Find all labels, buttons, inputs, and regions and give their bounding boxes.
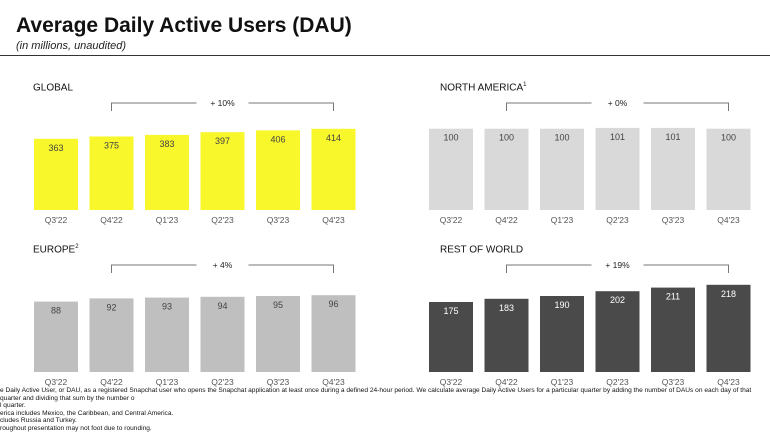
chart-title: GLOBAL — [33, 82, 74, 94]
data-label: 100 — [443, 133, 458, 143]
bar — [429, 302, 473, 372]
x-tick-label: Q4'23 — [717, 215, 740, 225]
growth-bracket — [506, 102, 729, 111]
bar — [34, 301, 78, 372]
data-label: 88 — [51, 306, 61, 316]
x-tick-label: Q3'23 — [662, 215, 685, 225]
x-tick-label: Q4'22 — [100, 377, 123, 387]
footnote: erica includes Mexico, the Caribbean, an… — [0, 409, 174, 417]
chart-title: NORTH AMERICA1 — [440, 82, 527, 94]
bar — [484, 298, 529, 372]
bar — [256, 130, 300, 210]
data-label: 202 — [610, 295, 625, 305]
bar — [484, 128, 529, 210]
growth-label: + 4% — [213, 260, 233, 270]
x-tick-label: Q2'23 — [606, 377, 629, 387]
x-tick-label: Q2'23 — [606, 215, 629, 225]
x-tick-label: Q3'22 — [440, 377, 463, 387]
bar — [145, 297, 189, 372]
x-tick-label: Q3'23 — [662, 377, 685, 387]
data-label: 100 — [554, 133, 569, 143]
x-tick-label: Q3'22 — [440, 215, 463, 225]
x-tick-label: Q3'23 — [267, 377, 290, 387]
bar — [706, 284, 751, 372]
page-subtitle: (in millions, unaudited) — [16, 40, 127, 52]
footnotes: e Daily Active User, or DAU, as a regist… — [0, 387, 766, 433]
bar — [540, 128, 584, 210]
x-tick-label: Q4'23 — [322, 215, 345, 225]
data-label: 363 — [48, 143, 63, 153]
data-label: 183 — [499, 303, 514, 313]
footnote: l quarter. — [0, 402, 26, 410]
x-tick-label: Q1'23 — [156, 377, 179, 387]
data-label: 93 — [162, 302, 172, 312]
data-label: 397 — [215, 136, 230, 146]
data-label: 94 — [217, 301, 227, 311]
growth-bracket — [506, 264, 729, 273]
title-divider — [0, 55, 770, 56]
bar — [651, 287, 695, 372]
bar — [200, 296, 245, 372]
bar — [34, 138, 78, 210]
footnote: cludes Russia and Turkey. — [0, 417, 77, 425]
data-label: 218 — [721, 289, 736, 299]
bar — [256, 296, 300, 372]
data-label: 414 — [326, 133, 341, 143]
x-tick-label: Q2'23 — [211, 215, 234, 225]
x-tick-label: Q1'23 — [156, 215, 179, 225]
growth-label: + 19% — [605, 260, 630, 270]
bar — [540, 296, 584, 372]
data-label: 100 — [499, 133, 514, 143]
x-tick-label: Q4'23 — [717, 377, 740, 387]
footnote: e Daily Active User, or DAU, as a regist… — [0, 387, 752, 402]
chart-title: REST OF WORLD — [440, 244, 524, 256]
bar — [311, 295, 356, 372]
bar — [651, 127, 695, 210]
chart-europe: EUROPE2 88 Q3'22 92 Q4'22 93 Q1'23 94 Q2'23 95 Q3… — [33, 244, 373, 404]
data-label: 406 — [270, 134, 285, 144]
data-label: 96 — [328, 299, 338, 309]
chart-north-america: NORTH AMERICA1 100 Q3'22 100 Q4'22 100 Q1'23 1… — [429, 82, 770, 242]
data-label: 383 — [159, 139, 174, 149]
x-tick-label: Q1'23 — [551, 215, 574, 225]
x-tick-label: Q4'22 — [100, 215, 123, 225]
page-title: Average Daily Active Users (DAU) — [16, 14, 352, 37]
data-label: 100 — [721, 133, 736, 143]
x-tick-label: Q3'22 — [45, 215, 68, 225]
bar — [89, 136, 134, 210]
data-label: 175 — [443, 306, 458, 316]
bar — [595, 291, 640, 372]
footnote: roughout presentation may not foot due t… — [0, 424, 152, 432]
data-label: 101 — [665, 132, 680, 142]
bar — [89, 298, 134, 372]
data-label: 190 — [554, 300, 569, 310]
x-tick-label: Q2'23 — [211, 377, 234, 387]
x-tick-label: Q3'22 — [45, 377, 68, 387]
growth-label: + 10% — [210, 98, 235, 108]
data-label: 211 — [666, 292, 680, 302]
growth-bracket — [111, 102, 334, 111]
data-label: 101 — [610, 132, 625, 142]
bar — [595, 127, 640, 210]
x-tick-label: Q3'23 — [267, 215, 290, 225]
x-tick-label: Q4'23 — [322, 377, 345, 387]
x-tick-label: Q4'22 — [495, 377, 518, 387]
bar — [706, 128, 751, 210]
growth-label: + 0% — [608, 98, 628, 108]
chart-title: EUROPE2 — [33, 244, 79, 256]
data-label: 375 — [104, 140, 119, 150]
x-tick-label: Q1'23 — [551, 377, 574, 387]
data-label: 95 — [273, 300, 283, 310]
growth-bracket — [111, 264, 334, 273]
bar — [311, 128, 356, 210]
chart-global: GLOBAL 363 Q3'22 375 Q4'22 383 Q1'23 397 Q2'23 4… — [33, 82, 373, 242]
chart-rest-of-world: REST OF WORLD 175 Q3'22 183 Q4'22 190 Q1'23 20… — [429, 244, 770, 404]
data-label: 92 — [106, 302, 116, 312]
bar — [145, 134, 189, 210]
bar — [200, 132, 245, 210]
x-tick-label: Q4'22 — [495, 215, 518, 225]
bar — [429, 128, 473, 210]
